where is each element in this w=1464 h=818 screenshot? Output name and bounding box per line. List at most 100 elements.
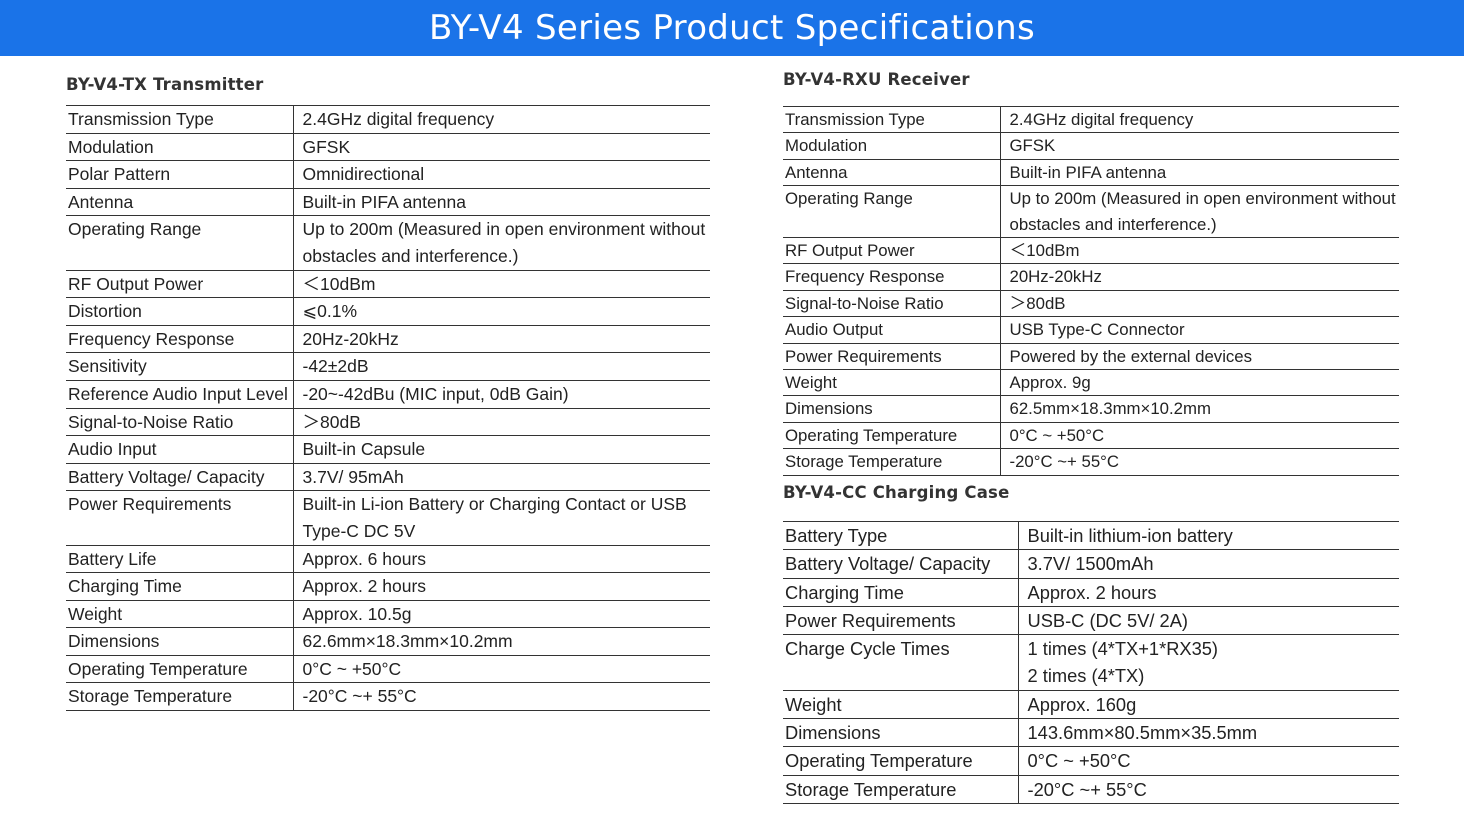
spec-row: Operating Range Up to 200m (Measured in o… xyxy=(66,215,710,271)
spec-label: Operating Temperature xyxy=(783,746,1019,776)
spec-value: USB Type-C Connector xyxy=(1000,316,1399,344)
spec-value-line: Up to 200m (Measured in open environment… xyxy=(302,219,706,240)
spec-label: Dimensions xyxy=(66,627,294,656)
spec-value-line: Approx. 2 hours xyxy=(1027,581,1157,603)
spec-value: ＜10dBm xyxy=(1000,237,1399,265)
spec-row: Operating Temperature 0°C ~ +50°C xyxy=(783,746,1399,776)
spec-value: 2.4GHz digital frequency xyxy=(1000,105,1399,134)
spec-label: Antenna xyxy=(783,159,1001,187)
spec-value: 0°C ~ +50°C xyxy=(293,655,710,684)
spec-label: Operating Temperature xyxy=(66,655,294,684)
spec-value-line: -20°C ~+ 55°C xyxy=(302,686,417,707)
spec-value-line: Approx. 2 hours xyxy=(302,576,427,597)
spec-value: 2.4GHz digital frequency xyxy=(293,105,710,134)
spec-value: Up to 200m (Measured in open environment… xyxy=(293,215,710,271)
spec-value: 20Hz-20kHz xyxy=(293,325,710,354)
spec-label: Power Requirements xyxy=(66,490,294,546)
spec-value-line: Built-in Capsule xyxy=(302,439,426,460)
spec-label: Audio Input xyxy=(66,435,294,464)
spec-value: 62.6mm×18.3mm×10.2mm xyxy=(293,627,710,656)
spec-row: Charging Time Approx. 2 hours xyxy=(783,578,1399,607)
spec-value-line: GFSK xyxy=(302,136,351,157)
spec-row: Power Requirements Built-in Li-ion Batter… xyxy=(66,490,710,546)
spec-value-line: 0°C ~ +50°C xyxy=(302,658,402,679)
spec-value-line: 2 times (4*TX) xyxy=(1027,665,1145,687)
spec-label: Sensitivity xyxy=(66,352,294,381)
spec-value-line: -20~-42dBu (MIC input, 0dB Gain) xyxy=(302,383,569,404)
spec-row: Battery Type Built-in lithium-ion battery xyxy=(783,520,1399,551)
spec-value-line: ⩽0.1% xyxy=(302,301,358,322)
spec-row: Operating Temperature 0°C ~ +50°C xyxy=(66,655,710,684)
spec-value-line: Built-in Li-ion Battery or Charging Cont… xyxy=(302,494,687,515)
spec-value: Approx. 6 hours xyxy=(293,545,710,574)
spec-value: Omnidirectional xyxy=(293,160,710,189)
spec-row: Modulation GFSK xyxy=(783,132,1399,160)
spec-value: -20°C ~+ 55°C xyxy=(1000,448,1399,476)
spec-value: Approx. 2 hours xyxy=(293,572,710,601)
spec-label: Power Requirements xyxy=(783,606,1019,636)
spec-value-line: Approx. 160g xyxy=(1027,693,1137,715)
spec-row: Reference Audio Input Level -20~-42dBu (M… xyxy=(66,380,710,409)
spec-value: Powered by the external devices xyxy=(1000,343,1399,371)
spec-label: Transmission Type xyxy=(66,105,294,134)
spec-label: Operating Range xyxy=(66,215,294,271)
spec-label: Charging Time xyxy=(66,572,294,601)
spec-row: Dimensions 62.5mm×18.3mm×10.2mm xyxy=(783,395,1399,423)
spec-row: Sensitivity -42±2dB xyxy=(66,352,710,381)
spec-label: RF Output Power xyxy=(783,237,1001,265)
spec-value: 3.7V/ 95mAh xyxy=(293,463,710,492)
spec-value-line: Omnidirectional xyxy=(302,164,425,185)
spec-value: ＜10dBm xyxy=(293,270,710,299)
spec-label: Frequency Response xyxy=(783,263,1001,291)
spec-value-line: Approx. 9g xyxy=(1009,373,1091,393)
spec-row: Transmission Type 2.4GHz digital frequenc… xyxy=(66,105,710,134)
spec-row: Polar Pattern Omnidirectional xyxy=(66,160,710,189)
page-title: BY-V4 Series Product Specifications xyxy=(429,8,1035,48)
spec-row: Distortion ⩽0.1% xyxy=(66,297,710,326)
spec-value-line: 62.5mm×18.3mm×10.2mm xyxy=(1009,399,1211,419)
spec-row: Antenna Built-in PIFA antenna xyxy=(66,188,710,217)
spec-row: RF Output Power ＜10dBm xyxy=(783,237,1399,265)
spec-row: RF Output Power ＜10dBm xyxy=(66,270,710,299)
transmitter-spec-table: Transmission Type 2.4GHz digital frequenc… xyxy=(66,105,710,712)
spec-label: Storage Temperature xyxy=(66,682,294,712)
spec-value: -20°C ~+ 55°C xyxy=(1018,775,1399,804)
spec-label: Battery Type xyxy=(783,520,1019,551)
spec-value: Approx. 10.5g xyxy=(293,600,710,629)
spec-value-line: ＜10dBm xyxy=(302,273,376,294)
spec-label: Dimensions xyxy=(783,395,1001,423)
spec-row: Frequency Response 20Hz-20kHz xyxy=(783,263,1399,291)
spec-value-line: 3.7V/ 95mAh xyxy=(302,466,404,487)
section-title-receiver: BY-V4-RXU Receiver xyxy=(783,70,970,89)
spec-label: Reference Audio Input Level xyxy=(66,380,294,409)
spec-label: Dimensions xyxy=(783,718,1019,748)
spec-label: Charge Cycle Times xyxy=(783,634,1019,691)
spec-label: Modulation xyxy=(783,132,1001,160)
spec-value: GFSK xyxy=(1000,132,1399,160)
spec-value-line: 0°C ~ +50°C xyxy=(1027,750,1131,772)
spec-value-line: Built-in lithium-ion battery xyxy=(1027,525,1233,546)
spec-value: Up to 200m (Measured in open environment… xyxy=(1000,185,1399,239)
spec-row: Power Requirements Powered by the externa… xyxy=(783,343,1399,371)
section-title-transmitter: BY-V4-TX Transmitter xyxy=(66,75,264,94)
spec-value: Built-in PIFA antenna xyxy=(1000,159,1399,187)
spec-label: Battery Voltage/ Capacity xyxy=(66,463,294,492)
spec-value: -20~-42dBu (MIC input, 0dB Gain) xyxy=(293,380,710,409)
spec-value: Built-in Li-ion Battery or Charging Cont… xyxy=(293,490,710,546)
spec-value-line: Powered by the external devices xyxy=(1009,346,1253,366)
spec-value-line: Up to 200m (Measured in open environment… xyxy=(1009,189,1396,209)
spec-label: Power Requirements xyxy=(783,343,1001,371)
spec-value-line: -42±2dB xyxy=(302,356,369,377)
spec-label: Storage Temperature xyxy=(783,448,1001,476)
spec-value: 62.5mm×18.3mm×10.2mm xyxy=(1000,395,1399,423)
spec-value-line: ＞80dB xyxy=(302,411,361,432)
spec-value: Approx. 2 hours xyxy=(1018,578,1399,607)
spec-label: Battery Voltage/ Capacity xyxy=(783,549,1019,579)
spec-value-line: -20°C ~+ 55°C xyxy=(1009,452,1120,472)
spec-value-line: Approx. 6 hours xyxy=(302,548,427,569)
spec-label: Signal-to-Noise Ratio xyxy=(66,408,294,437)
spec-row: Charge Cycle Times 1 times (4*TX+1*RX35) 2… xyxy=(783,634,1399,691)
spec-value-line: 1 times (4*TX+1*RX35) xyxy=(1027,638,1219,660)
spec-row: Weight Approx. 10.5g xyxy=(66,600,710,629)
spec-value: -20°C ~+ 55°C xyxy=(293,682,710,712)
